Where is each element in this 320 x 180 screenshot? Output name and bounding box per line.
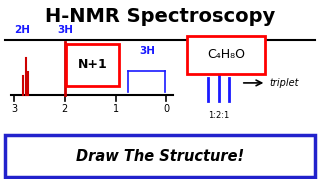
Text: Draw The Structure!: Draw The Structure! bbox=[76, 148, 244, 163]
Text: N+1: N+1 bbox=[78, 58, 108, 71]
Text: 1: 1 bbox=[113, 104, 119, 114]
FancyBboxPatch shape bbox=[4, 135, 316, 177]
Text: C₄H₈O: C₄H₈O bbox=[207, 48, 245, 62]
Text: 1:2:1: 1:2:1 bbox=[208, 111, 229, 120]
Text: 2H: 2H bbox=[14, 25, 30, 35]
Text: 3H: 3H bbox=[139, 46, 155, 56]
Text: 3H: 3H bbox=[57, 25, 73, 35]
Text: H-NMR Spectroscopy: H-NMR Spectroscopy bbox=[45, 7, 275, 26]
Text: 2: 2 bbox=[62, 104, 68, 114]
Text: 3: 3 bbox=[11, 104, 17, 114]
FancyBboxPatch shape bbox=[187, 36, 265, 74]
Text: triplet: triplet bbox=[269, 78, 299, 88]
Text: 0: 0 bbox=[163, 104, 169, 114]
FancyBboxPatch shape bbox=[67, 44, 119, 86]
